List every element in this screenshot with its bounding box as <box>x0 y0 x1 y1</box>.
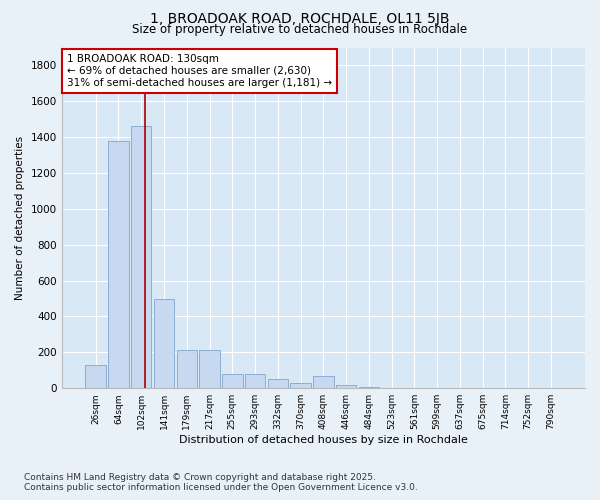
Text: 1 BROADOAK ROAD: 130sqm
← 69% of detached houses are smaller (2,630)
31% of semi: 1 BROADOAK ROAD: 130sqm ← 69% of detache… <box>67 54 332 88</box>
Bar <box>245 374 265 388</box>
Bar <box>313 376 334 388</box>
Bar <box>268 379 288 388</box>
Text: Contains HM Land Registry data © Crown copyright and database right 2025.
Contai: Contains HM Land Registry data © Crown c… <box>24 473 418 492</box>
Bar <box>290 383 311 388</box>
X-axis label: Distribution of detached houses by size in Rochdale: Distribution of detached houses by size … <box>179 435 468 445</box>
Bar <box>108 140 129 388</box>
Bar <box>85 365 106 388</box>
Bar <box>154 298 174 388</box>
Text: 1, BROADOAK ROAD, ROCHDALE, OL11 5JB: 1, BROADOAK ROAD, ROCHDALE, OL11 5JB <box>150 12 450 26</box>
Bar <box>131 126 151 388</box>
Bar <box>199 350 220 388</box>
Bar <box>336 384 356 388</box>
Bar <box>176 350 197 388</box>
Bar <box>222 374 242 388</box>
Text: Size of property relative to detached houses in Rochdale: Size of property relative to detached ho… <box>133 22 467 36</box>
Y-axis label: Number of detached properties: Number of detached properties <box>15 136 25 300</box>
